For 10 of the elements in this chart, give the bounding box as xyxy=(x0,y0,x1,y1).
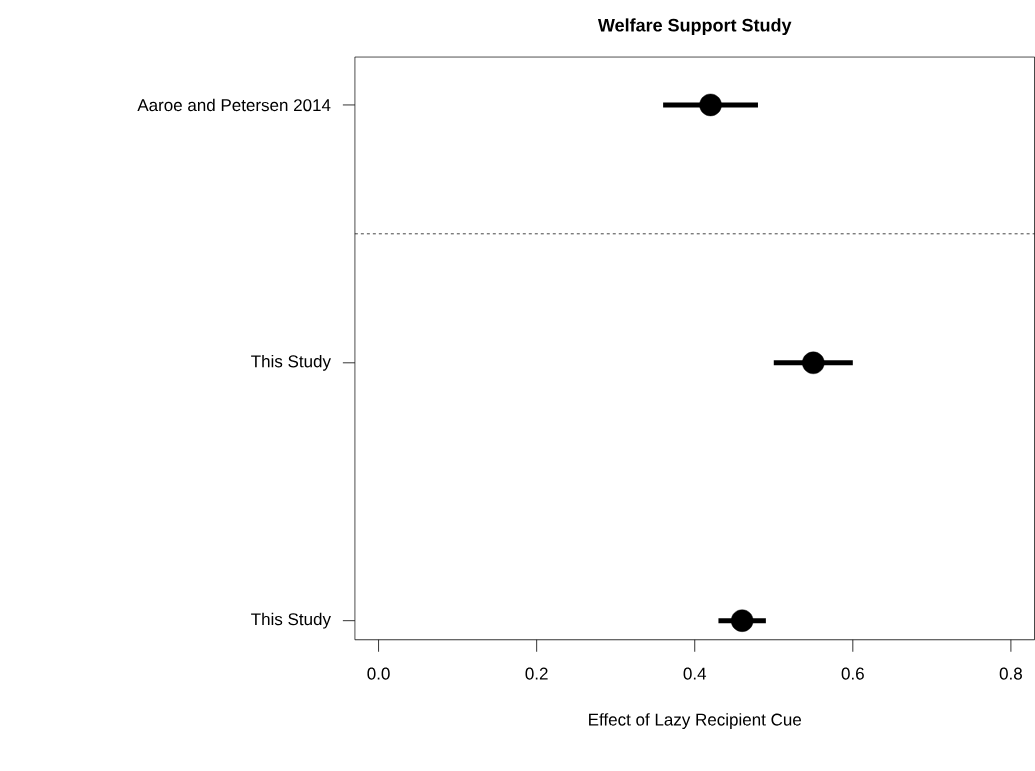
y-tick-label: Aaroe and Petersen 2014 xyxy=(137,98,331,112)
x-tick-label: 0.2 xyxy=(525,667,548,680)
chart-title: Welfare Support Study xyxy=(597,18,792,36)
y-tick-label: This Study xyxy=(251,355,331,371)
x-tick-label: 0.0 xyxy=(367,667,390,680)
x-axis-title: Effect of Lazy Recipient Cue xyxy=(589,713,802,730)
y-tick-label: This Study xyxy=(251,612,331,629)
x-tick-label: 0.4 xyxy=(683,667,707,680)
x-tick-label: 0.6 xyxy=(841,667,864,680)
x-tick-label: 0.8 xyxy=(999,667,1022,680)
